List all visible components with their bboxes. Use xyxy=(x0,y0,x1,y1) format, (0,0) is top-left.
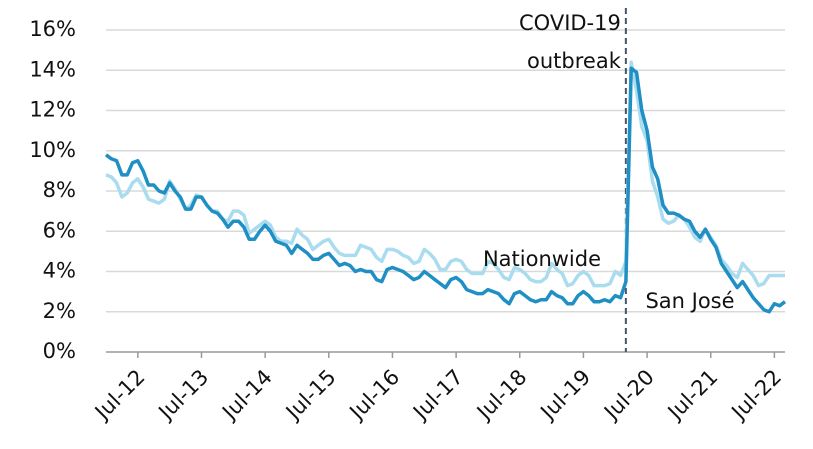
x-tick-label: Jul-15 xyxy=(280,365,341,426)
y-tick-label: 4% xyxy=(43,259,76,283)
x-tick-label: Jul-12 xyxy=(89,365,150,426)
x-tick-label: Jul-18 xyxy=(471,365,532,426)
y-tick-label: 0% xyxy=(43,339,76,363)
annotation: COVID-19 xyxy=(519,11,621,35)
y-tick-label: 10% xyxy=(29,138,76,162)
y-tick-label: 2% xyxy=(43,299,76,323)
series-label: San José xyxy=(645,289,734,313)
x-tick-label: Jul-14 xyxy=(216,365,277,426)
line-series xyxy=(104,66,787,314)
x-tick-label: Jul-16 xyxy=(344,365,405,426)
line-series xyxy=(105,60,785,288)
y-tick-label: 12% xyxy=(29,98,76,122)
x-tick-label: Jul-19 xyxy=(535,365,596,426)
y-tick-label: 8% xyxy=(43,178,76,202)
y-tick-label: 16% xyxy=(29,17,76,41)
series-label: Nationwide xyxy=(483,247,601,271)
x-tick-label: Jul-21 xyxy=(662,365,723,426)
annotation: outbreak xyxy=(527,49,622,73)
x-tick-label: Jul-17 xyxy=(407,365,468,426)
x-tick-label: Jul-22 xyxy=(726,365,787,426)
y-tick-label: 6% xyxy=(43,218,76,242)
x-tick-label: Jul-13 xyxy=(153,365,214,426)
x-tick-label: Jul-20 xyxy=(598,365,659,426)
y-tick-label: 14% xyxy=(29,57,76,81)
